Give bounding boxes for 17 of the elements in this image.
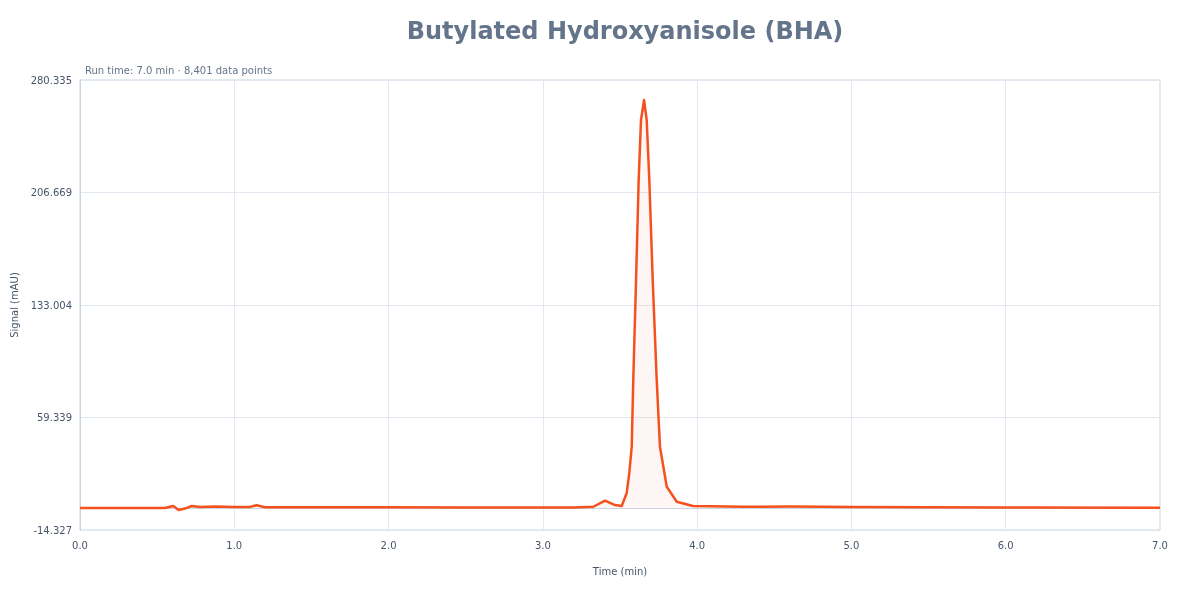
y-tick-label: 206.669 [30, 187, 72, 198]
x-tick-label: 1.0 [226, 539, 243, 551]
x-axis-title: Time (min) [591, 565, 648, 577]
y-tick-label: -14.327 [33, 524, 72, 536]
x-tick-label: 5.0 [843, 539, 860, 551]
x-tick-label: 7.0 [1152, 539, 1168, 551]
x-tick-label: 6.0 [997, 539, 1014, 551]
chart-subtitle: Run time: 7.0 min · 8,401 data points [85, 64, 273, 76]
x-tick-label: 2.0 [380, 539, 397, 551]
chart-title: Butylated Hydroxyanisole (BHA) [406, 17, 844, 45]
x-tick-label: 4.0 [689, 539, 706, 551]
y-axis-title: Signal (mAU) [9, 272, 21, 338]
x-tick-label: 0.0 [72, 539, 88, 551]
y-tick-label: 133.004 [30, 299, 72, 311]
y-tick-label: 280.335 [30, 74, 72, 86]
x-tick-label: 3.0 [534, 539, 551, 551]
y-tick-label: 59.339 [37, 412, 72, 423]
